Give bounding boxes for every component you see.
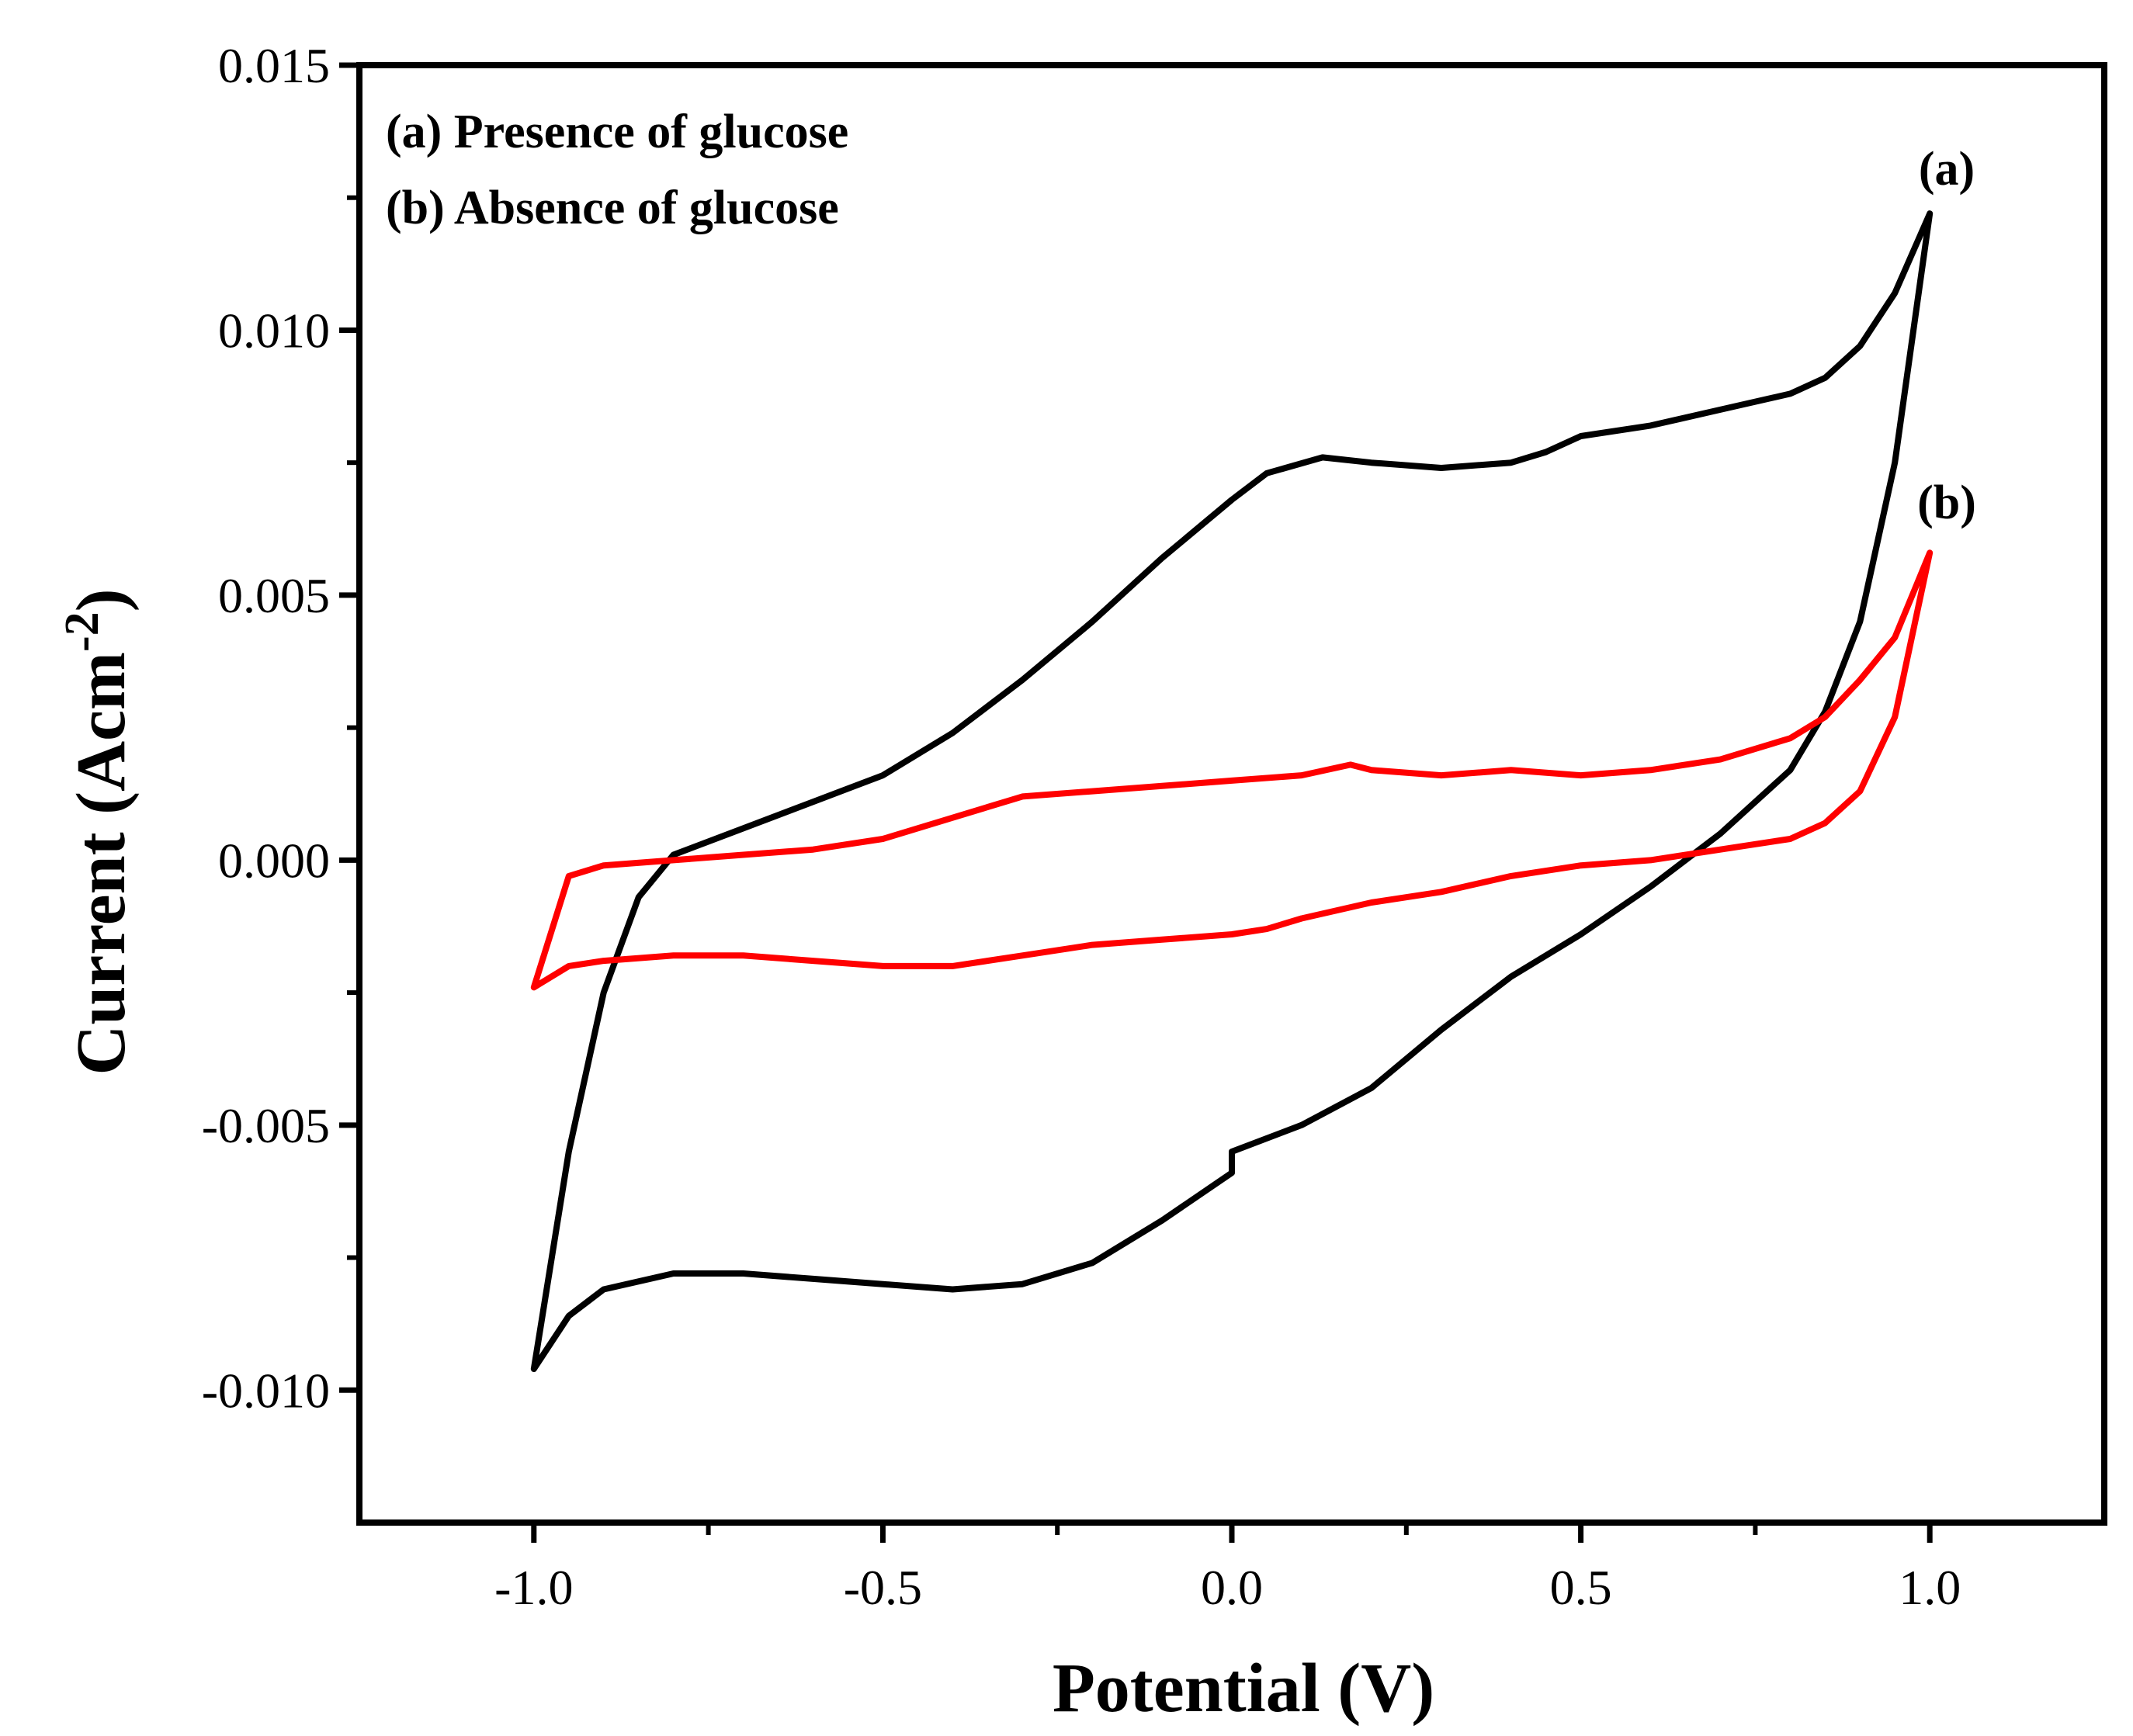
series-line-a <box>530 210 1934 1372</box>
series-layer <box>530 210 1934 1372</box>
curve-label-b: (b) <box>1917 476 1976 529</box>
x-axis-title: Potential (V) <box>1053 1650 1434 1727</box>
x-tick-label: -0.5 <box>844 1560 922 1615</box>
y-tick-label: 0.005 <box>218 568 330 623</box>
y-tick-label: 0.000 <box>218 833 330 888</box>
y-tick-label: -0.005 <box>202 1098 330 1153</box>
y-tick-label: 0.015 <box>218 38 330 93</box>
series-line-b <box>530 549 1934 991</box>
y-tick-label: 0.010 <box>218 303 330 358</box>
legend-entry-a: (a) Presence of glucose <box>386 106 848 158</box>
x-tick-label: 0.5 <box>1550 1560 1612 1615</box>
x-tick-label: 1.0 <box>1899 1560 1961 1615</box>
y-tick-label: -0.010 <box>202 1363 330 1418</box>
legend-entry-b: (b) Absence of glucose <box>386 182 839 234</box>
ticks-layer <box>339 62 1933 1543</box>
y-axis-title-close: ) <box>63 588 140 612</box>
x-tick-label: -1.0 <box>494 1560 573 1615</box>
y-axis-title-superscript: -2 <box>56 612 109 652</box>
x-tick-label: 0.0 <box>1201 1560 1263 1615</box>
y-axis-title: Current (Acm-2) <box>56 588 140 1075</box>
labels-layer: -1.0 -0.5 0.0 0.5 1.0 -0.010 -0.005 0.000 0.005 0… <box>202 38 1961 1615</box>
y-axis-title-main: Current (Acm <box>63 652 140 1076</box>
curve-label-a: (a) <box>1919 143 1975 196</box>
